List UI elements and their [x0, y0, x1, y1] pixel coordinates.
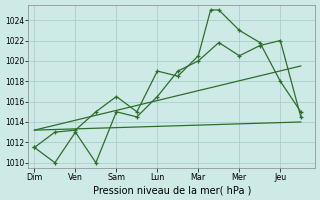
X-axis label: Pression niveau de la mer( hPa ): Pression niveau de la mer( hPa )	[92, 185, 251, 195]
